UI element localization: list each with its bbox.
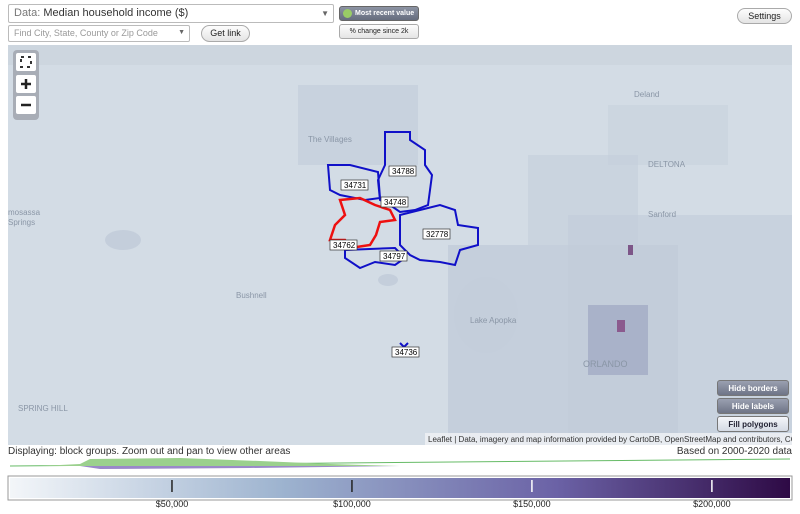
search-placeholder: Find City, State, County or Zip Code — [14, 28, 158, 38]
legend-tick-label: $200,000 — [693, 499, 731, 509]
zip-label: 34731 — [344, 181, 367, 190]
attribution-bg — [425, 433, 792, 445]
zip-label: 34736 — [395, 348, 418, 357]
place-label: Springs — [8, 218, 35, 227]
place-label: Sanford — [648, 210, 676, 219]
zip-boundaries — [326, 131, 479, 349]
legend-tick-label: $100,000 — [333, 499, 371, 509]
settings-button[interactable]: Settings — [737, 8, 792, 24]
get-link-button[interactable]: Get link — [201, 25, 250, 42]
fullscreen-icon — [20, 56, 32, 68]
hide-labels-button[interactable]: Hide labels — [717, 398, 789, 414]
lakes — [105, 230, 518, 353]
legend: $50,000 $100,000 $150,000 $200,000 — [7, 458, 793, 509]
place-label: ORLANDO — [583, 359, 628, 369]
place-label: The Villages — [308, 135, 352, 144]
zoom-controls — [13, 50, 39, 120]
place-labels: The Villages Deland DELTONA Sanford mosa… — [8, 90, 686, 413]
fullscreen-button[interactable] — [16, 53, 36, 71]
zip-label: 34797 — [383, 252, 406, 261]
data-value: Median household income ($) — [43, 7, 189, 19]
most-recent-button[interactable]: Most recent value — [339, 6, 419, 21]
data-select[interactable]: Data: Median household income ($) ▼ — [8, 4, 334, 23]
legend-tick-label: $150,000 — [513, 499, 551, 509]
check-icon — [343, 9, 352, 18]
displaying-text: Displaying: block groups. Zoom out and p… — [8, 446, 291, 457]
zip-label: 34748 — [384, 198, 407, 207]
place-label: Bushnell — [236, 291, 267, 300]
zip-outline — [326, 164, 382, 202]
based-on-text: Based on 2000-2020 data — [676, 446, 792, 457]
zip-outline — [328, 196, 397, 250]
histogram-green — [40, 458, 400, 466]
zip-outline — [344, 246, 407, 270]
search-box[interactable]: Find City, State, County or Zip Code ▼ — [8, 25, 190, 42]
legend-tick-label: $50,000 — [156, 499, 189, 509]
data-label: Data: — [14, 7, 41, 19]
zip-label: 34788 — [392, 167, 415, 176]
place-label: DELTONA — [648, 160, 686, 169]
legend-bar — [10, 478, 790, 498]
place-label: Lake Apopka — [470, 316, 517, 325]
zip-outline — [399, 203, 479, 267]
plus-icon — [21, 79, 31, 89]
hot-spot — [628, 245, 633, 255]
dropdown-arrow: ▼ — [321, 9, 329, 18]
zip-label: 34762 — [333, 241, 356, 250]
place-label: Deland — [634, 90, 659, 99]
zip-labels: 34788 34731 34748 32778 34762 34797 3473… — [329, 165, 451, 358]
place-label: SPRING HILL — [18, 404, 68, 413]
pct-change-button[interactable]: % change since 2k — [339, 24, 419, 39]
hide-borders-button[interactable]: Hide borders — [717, 380, 789, 396]
place-label: mosassa — [8, 208, 41, 217]
attribution: Leaflet | Data, imagery and map informat… — [428, 435, 792, 444]
histogram-purple — [80, 466, 400, 469]
map-shading — [8, 45, 792, 445]
dropdown-arrow: ▼ — [178, 29, 185, 36]
hot-spot — [617, 320, 625, 332]
fill-polygons-button[interactable]: Fill polygons — [717, 416, 789, 432]
map[interactable]: The Villages Deland DELTONA Sanford mosa… — [8, 45, 792, 445]
zip-label: 32778 — [426, 230, 449, 239]
most-recent-text: Most recent value — [355, 10, 415, 17]
legend-ticks: $50,000 $100,000 $150,000 $200,000 — [156, 480, 731, 509]
